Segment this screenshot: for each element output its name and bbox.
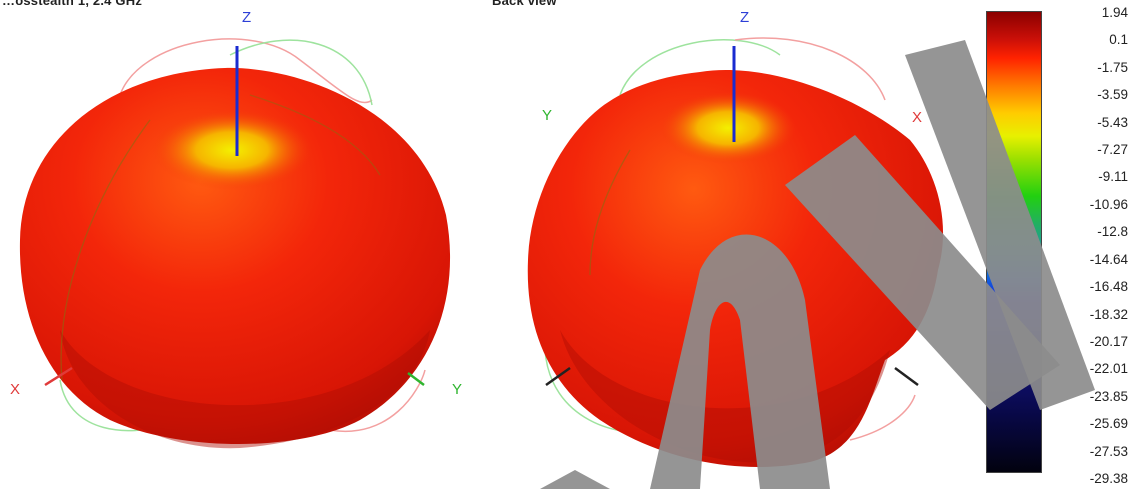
colorbar-tick-label: -23.85 [1089,388,1128,404]
right-y-axis [894,366,919,387]
left-pattern-hotspot [152,110,312,190]
left-surface-line-2 [249,94,381,176]
colorbar-tick-label: -12.8 [1097,224,1128,240]
colorbar-tick-label: -25.69 [1089,416,1128,432]
right-y-label: Y [542,107,553,124]
left-pattern-body [19,67,451,444]
right-radiation-pattern [527,37,944,467]
colorbar-tick-label: -10.96 [1089,196,1128,212]
colorbar-tick-label: -3.59 [1097,87,1128,103]
colorbar-tick-label: -5.43 [1097,114,1128,130]
colorbar-tick-label: -16.48 [1089,279,1128,295]
colorbar-tick-labels: 1.94 0.1 -1.75 -3.59 -5.43 -7.27 -9.11 -10.96 -1… [1047,5,1130,486]
colorbar-tick-label: -7.27 [1097,142,1128,158]
right-surface-line [589,149,631,276]
right-view-title: Back view [492,0,557,8]
left-pattern-shadow [60,330,430,449]
left-radiation-pattern [19,38,451,449]
left-surface-line [60,119,151,381]
left-wireframe-arc-red [119,38,373,104]
colorbar-tick-label: 0.1 [1109,32,1128,48]
left-wireframe-arc-red-bottom [329,369,426,433]
left-y-label: Y [452,381,463,398]
right-x-axis [545,366,571,387]
colorbar-tick-label: 1.94 [1101,5,1128,20]
colorbar-tick-label: -20.17 [1089,333,1128,349]
left-wireframe-arc-green [229,39,373,106]
left-x-label: X [10,381,21,398]
left-y-axis [407,372,425,386]
right-wireframe-arc-green [619,39,781,96]
right-z-label: Z [740,9,750,26]
colorbar-tick-label: -14.64 [1089,251,1128,267]
right-pattern-hotspot [660,92,796,164]
right-wireframe-arc-red [734,37,886,101]
colorbar-tick-label: -27.53 [1089,443,1128,459]
colorbar-tick-label: -22.01 [1089,361,1128,377]
colorbar-tick-label: -18.32 [1089,306,1128,322]
colorbar-tick-label: -29.38 [1089,471,1128,486]
colorbar-tick-label: -9.11 [1098,169,1128,185]
left-x-axis [44,366,73,387]
left-view-title: …osstealth 1, 2.4 GHz [2,0,143,8]
left-wireframe-arc-green-bottom [59,379,141,432]
colorbar-tick-label: -1.75 [1097,59,1128,75]
left-z-label: Z [242,9,252,26]
right-x-label: X [912,109,923,126]
colorbar-gradient [986,11,1042,473]
